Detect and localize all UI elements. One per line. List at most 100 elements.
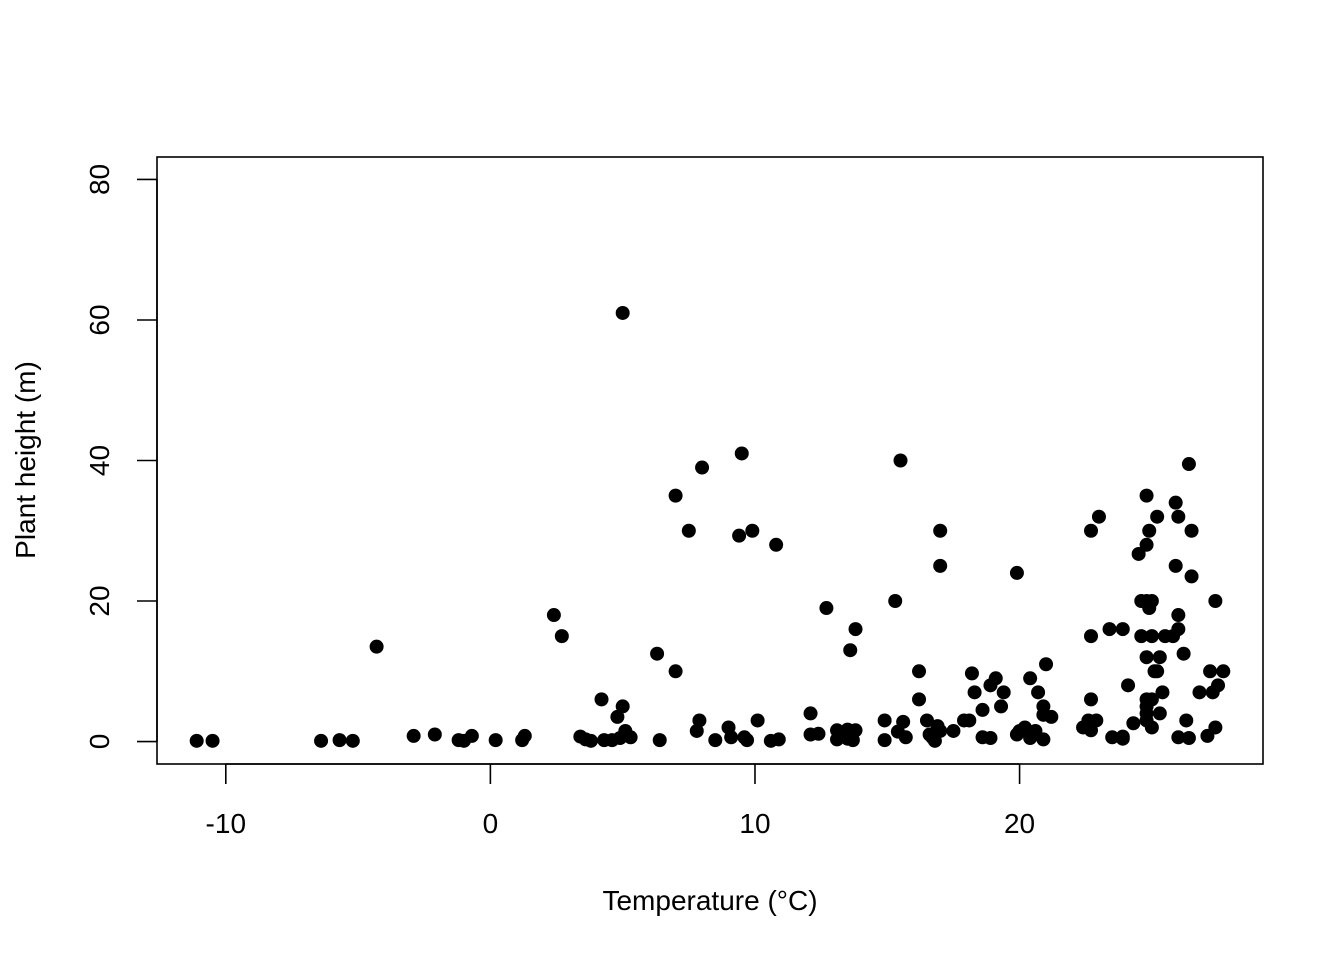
data-point (1150, 664, 1165, 679)
data-point (1184, 523, 1199, 538)
data-point (996, 685, 1011, 700)
data-point (888, 594, 903, 609)
y-axis: 0 20 40 60 80 (84, 164, 158, 750)
data-point (369, 639, 384, 654)
y-tick-label: 20 (84, 585, 115, 616)
data-point (1171, 509, 1186, 524)
data-point (1152, 706, 1167, 721)
data-point (1084, 692, 1099, 707)
data-point (1131, 546, 1146, 561)
data-point (692, 713, 707, 728)
data-point (594, 692, 609, 707)
data-point (912, 664, 927, 679)
data-point (893, 453, 908, 468)
data-point (546, 608, 561, 623)
data-point (1144, 720, 1159, 735)
data-point (962, 713, 977, 728)
data-point (1084, 523, 1099, 538)
data-point (1091, 509, 1106, 524)
data-point (1139, 537, 1154, 552)
y-tick-label: 80 (84, 164, 115, 195)
x-axis-label: Temperature (°C) (602, 885, 817, 916)
data-point (1144, 594, 1159, 609)
data-point (983, 731, 998, 746)
data-point (803, 706, 818, 721)
data-point (732, 528, 747, 543)
data-point (848, 622, 863, 637)
data-point (734, 446, 749, 461)
data-point (1184, 569, 1199, 584)
data-point (205, 733, 220, 748)
data-point (1192, 685, 1207, 700)
data-point (988, 671, 1003, 686)
data-point (652, 733, 667, 748)
data-point (1171, 608, 1186, 623)
data-point (912, 692, 927, 707)
data-point (1144, 692, 1159, 707)
data-point (1115, 729, 1130, 744)
data-point (740, 733, 755, 748)
data-point (819, 601, 834, 616)
data-point (1155, 685, 1170, 700)
data-point (994, 699, 1009, 714)
data-point (964, 666, 979, 681)
data-point (1208, 720, 1223, 735)
data-point (1211, 678, 1226, 693)
data-point (946, 723, 961, 738)
data-point (695, 460, 710, 475)
data-point (1105, 730, 1120, 745)
data-point (1044, 709, 1059, 724)
data-point (1036, 699, 1051, 714)
data-point (464, 728, 479, 743)
data-point (933, 558, 948, 573)
data-point (1171, 730, 1186, 745)
y-axis-label: Plant height (m) (10, 361, 41, 559)
x-tick-label: 20 (1004, 808, 1035, 839)
data-point (933, 523, 948, 538)
data-point (583, 733, 598, 748)
data-point (610, 709, 625, 724)
data-point (1144, 629, 1159, 644)
data-point (1023, 671, 1038, 686)
data-point (1009, 565, 1024, 580)
data-point (933, 723, 948, 738)
data-point (488, 733, 503, 748)
data-point (332, 733, 347, 748)
y-tick-label: 0 (84, 734, 115, 750)
data-point (1139, 488, 1154, 503)
data-point (1039, 657, 1054, 672)
data-point (967, 685, 982, 700)
data-point (830, 723, 845, 738)
data-point (877, 733, 892, 748)
x-tick-label: 0 (483, 808, 499, 839)
data-point (668, 664, 683, 679)
data-point (345, 733, 360, 748)
data-point (1134, 629, 1149, 644)
data-point (1139, 650, 1154, 665)
data-point (1168, 558, 1183, 573)
data-point (406, 728, 421, 743)
data-point (848, 723, 863, 738)
data-point (877, 713, 892, 728)
data-point (1142, 523, 1157, 538)
data-point (771, 732, 786, 747)
data-point (681, 523, 696, 538)
data-point (1115, 622, 1130, 637)
data-point (615, 699, 630, 714)
data-point (919, 713, 934, 728)
data-point (1179, 713, 1194, 728)
y-tick-label: 60 (84, 304, 115, 335)
data-point (1150, 509, 1165, 524)
data-point (1181, 457, 1196, 472)
data-point (708, 733, 723, 748)
data-point (1089, 713, 1104, 728)
data-point (1036, 732, 1051, 747)
data-point (1152, 650, 1167, 665)
x-axis: -10 0 10 20 (206, 763, 1035, 839)
data-point (623, 730, 638, 745)
data-point (1102, 622, 1117, 637)
data-points (189, 305, 1231, 748)
data-point (668, 488, 683, 503)
data-point (724, 730, 739, 745)
